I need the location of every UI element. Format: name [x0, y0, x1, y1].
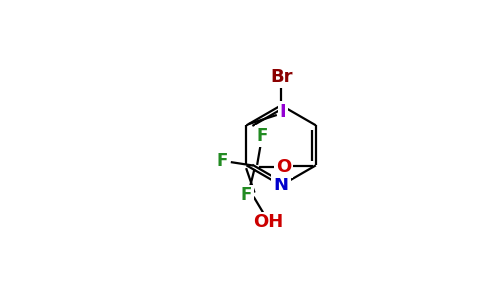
Text: F: F [256, 127, 268, 145]
Text: I: I [279, 103, 286, 121]
Text: Br: Br [270, 68, 292, 86]
Text: O: O [276, 158, 291, 176]
Text: N: N [273, 176, 288, 194]
Text: F: F [216, 152, 227, 170]
Text: F: F [241, 186, 252, 204]
Text: OH: OH [253, 213, 283, 231]
